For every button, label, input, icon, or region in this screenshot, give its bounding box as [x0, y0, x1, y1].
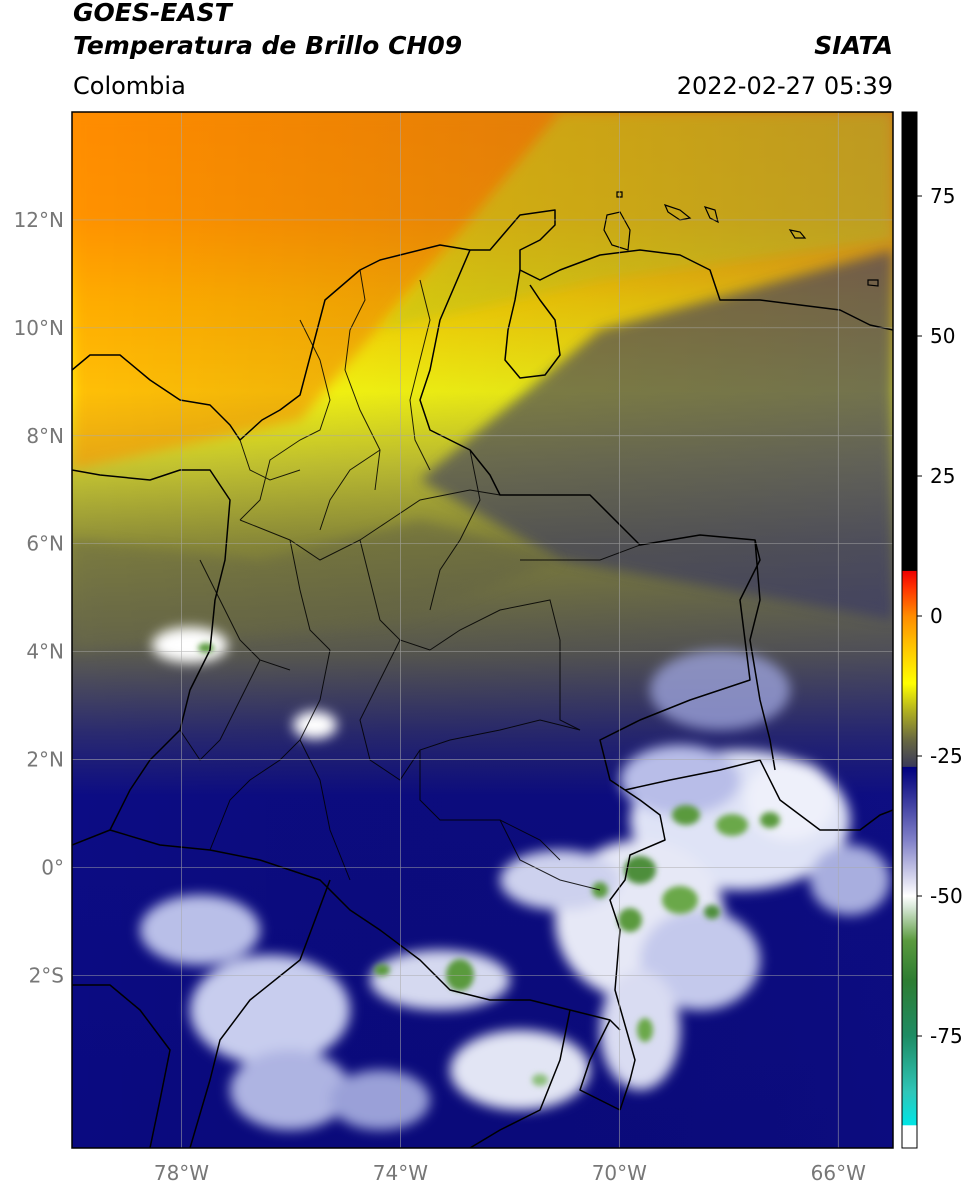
- latitude-tick-label: 6°N: [26, 532, 64, 556]
- source-label: SIATA: [814, 31, 893, 60]
- colorbar-gradient: [902, 112, 917, 1148]
- latitude-tick-label: 12°N: [14, 208, 64, 232]
- colorbar: 75 50 25 0 -25 -50 -75: [901, 111, 963, 1149]
- map-frame: [71, 111, 894, 1149]
- datetime-label: 2022-02-27 05:39: [676, 72, 893, 100]
- region-label: Colombia: [73, 72, 186, 100]
- colorbar-tick-label: 25: [930, 464, 955, 488]
- department-borders: [179, 269, 641, 891]
- convective-clouds: [140, 627, 890, 1130]
- cold-cloud-cores: [198, 643, 780, 1086]
- latitude-tick-label: 8°N: [26, 424, 64, 448]
- colorbar-tick-label: 50: [930, 324, 955, 348]
- colorbar-tick-label: 75: [930, 184, 955, 208]
- longitude-tick-label: 78°W: [154, 1161, 209, 1185]
- latitude-tick-label: 2°N: [26, 748, 64, 772]
- latitude-tick-label: 0°: [41, 855, 64, 879]
- satellite-title: GOES-EAST: [73, 0, 232, 27]
- product-title: Temperatura de Brillo CH09: [73, 31, 463, 60]
- colorbar-tick-label: -25: [930, 744, 963, 768]
- country-borders: [72, 209, 893, 1148]
- colorbar-tick-label: -50: [930, 884, 963, 908]
- brightness-temperature-field: [72, 112, 893, 1148]
- caribbean-islands: [603, 191, 879, 287]
- colorbar-frame: [901, 111, 918, 1149]
- graticule: [72, 112, 893, 1148]
- longitude-tick-label: 70°W: [592, 1161, 647, 1185]
- latitude-axis: 12°N 10°N 8°N 6°N 4°N 2°N 0° 2°S: [14, 208, 64, 987]
- latitude-tick-label: 10°N: [14, 316, 64, 340]
- latitude-tick-label: 2°S: [29, 963, 64, 987]
- longitude-axis: 78°W 74°W 70°W 66°W: [154, 1161, 866, 1185]
- longitude-tick-label: 66°W: [811, 1161, 866, 1185]
- latitude-tick-label: 4°N: [26, 640, 64, 664]
- colorbar-tick-label: -75: [930, 1024, 963, 1048]
- longitude-tick-label: 74°W: [373, 1161, 428, 1185]
- colorbar-tick-label: 0: [930, 604, 943, 628]
